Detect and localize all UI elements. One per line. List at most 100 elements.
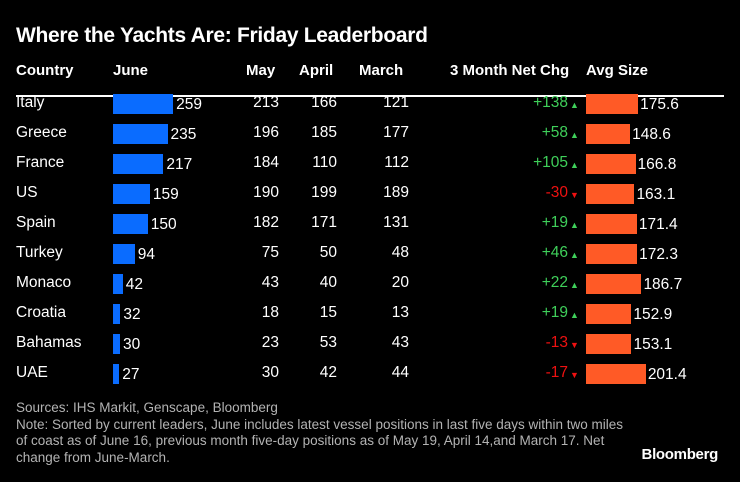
triangle-up-icon: ▲ [570, 160, 579, 170]
avg-size-bar [586, 154, 636, 174]
avg-size-value: 163.1 [636, 186, 676, 203]
net-change-cell: +138 [533, 94, 568, 111]
triangle-up-icon: ▲ [570, 130, 579, 140]
avg-size-bar [586, 184, 635, 204]
march-cell: 121 [383, 94, 409, 111]
net-change-cell: +19 [541, 304, 568, 321]
country-cell: US [16, 184, 38, 201]
may-cell: 213 [253, 94, 279, 111]
june-bar [113, 364, 120, 384]
april-cell: 185 [311, 124, 337, 141]
march-cell: 13 [391, 304, 409, 321]
header-net-chg: 3 Month Net Chg [450, 62, 570, 79]
march-cell: 112 [384, 154, 409, 171]
avg-size-value: 166.8 [637, 156, 677, 173]
header-march: March [359, 62, 404, 79]
april-cell: 42 [319, 364, 337, 381]
header-april: April [299, 62, 334, 79]
june-bar [113, 154, 164, 174]
june-bar [113, 124, 168, 144]
avg-size-value: 171.4 [638, 216, 678, 233]
avg-size-value: 201.4 [647, 366, 687, 383]
country-cell: Croatia [16, 304, 66, 321]
header-country: Country [16, 62, 74, 79]
june-bar [113, 304, 121, 324]
header-rule [16, 95, 724, 97]
table-row: Greece 235 196 185 177 +58 ▲ 148.6 [0, 122, 740, 152]
june-bar [113, 184, 150, 204]
footnote: Sources: IHS Markit, Genscape, Bloomberg… [16, 400, 636, 466]
april-cell: 50 [319, 244, 337, 261]
source-text: Sources: IHS Markit, Genscape, Bloomberg [16, 400, 278, 415]
avg-size-value: 152.9 [633, 306, 673, 323]
avg-size-bar [586, 244, 638, 264]
table-row: Spain 150 182 171 131 +19 ▲ 171.4 [0, 212, 740, 242]
country-cell: UAE [16, 364, 48, 381]
march-cell: 48 [391, 244, 409, 261]
country-cell: Monaco [16, 274, 72, 291]
april-cell: 199 [311, 184, 337, 201]
table-row: US 159 190 199 189 -30 ▼ 163.1 [0, 182, 740, 212]
triangle-up-icon: ▲ [570, 250, 579, 260]
country-cell: Greece [16, 124, 67, 141]
country-cell: Turkey [16, 244, 63, 261]
march-cell: 189 [383, 184, 409, 201]
avg-size-bar [586, 94, 639, 114]
triangle-up-icon: ▲ [570, 310, 579, 320]
avg-size-value: 175.6 [640, 96, 679, 113]
bloomberg-logo: Bloomberg [641, 446, 719, 463]
avg-size-bar [586, 124, 631, 144]
table-row: Bahamas 30 23 53 43 -13 ▼ 153.1 [0, 332, 740, 362]
header-may: May [246, 62, 276, 79]
triangle-up-icon: ▲ [570, 280, 579, 290]
triangle-up-icon: ▲ [570, 100, 579, 110]
june-value: 27 [122, 366, 140, 383]
net-change-cell: -17 [545, 364, 568, 381]
net-change-cell: +19 [541, 214, 568, 231]
header-avg-size: Avg Size [586, 62, 648, 79]
avg-size-bar [586, 304, 632, 324]
avg-size-bar [586, 334, 632, 354]
triangle-up-icon: ▲ [570, 220, 579, 230]
header-june: June [113, 62, 149, 79]
chart-title: Where the Yachts Are: Friday Leaderboard [16, 24, 428, 47]
avg-size-value: 186.7 [643, 276, 683, 293]
may-cell: 43 [261, 274, 279, 291]
june-value: 217 [166, 156, 193, 173]
june-bar [113, 214, 148, 234]
april-cell: 15 [319, 304, 337, 321]
april-cell: 166 [311, 94, 337, 111]
triangle-down-icon: ▼ [570, 370, 579, 380]
avg-size-bar [586, 274, 642, 294]
table-row: Monaco 42 43 40 20 +22 ▲ 186.7 [0, 272, 740, 302]
may-cell: 75 [261, 244, 279, 261]
avg-size-bar [586, 214, 637, 234]
may-cell: 30 [261, 364, 279, 381]
june-value: 259 [176, 96, 202, 113]
avg-size-value: 153.1 [633, 336, 673, 353]
country-cell: Spain [16, 214, 56, 231]
june-value: 150 [150, 216, 177, 233]
avg-size-bar [586, 364, 646, 384]
net-change-cell: +46 [541, 244, 568, 261]
may-cell: 190 [253, 184, 279, 201]
net-change-cell: +22 [541, 274, 568, 291]
march-cell: 177 [383, 124, 409, 141]
may-cell: 196 [253, 124, 279, 141]
net-change-cell: +105 [533, 154, 568, 171]
march-cell: 20 [391, 274, 409, 291]
april-cell: 53 [319, 334, 337, 351]
net-change-cell: -30 [545, 184, 568, 201]
table-row: Italy 259 213 166 121 +138 ▲ 175.6 [0, 92, 740, 122]
triangle-down-icon: ▼ [570, 340, 579, 350]
june-value: 30 [122, 336, 141, 353]
note-text: Note: Sorted by current leaders, June in… [16, 416, 624, 465]
country-cell: France [16, 154, 65, 171]
june-value: 42 [125, 276, 143, 293]
june-value: 32 [123, 306, 141, 323]
triangle-down-icon: ▼ [570, 190, 579, 200]
april-cell: 40 [319, 274, 337, 291]
table-row: Turkey 94 75 50 48 +46 ▲ 172.3 [0, 242, 740, 272]
may-cell: 182 [253, 214, 279, 231]
may-cell: 184 [253, 154, 279, 171]
